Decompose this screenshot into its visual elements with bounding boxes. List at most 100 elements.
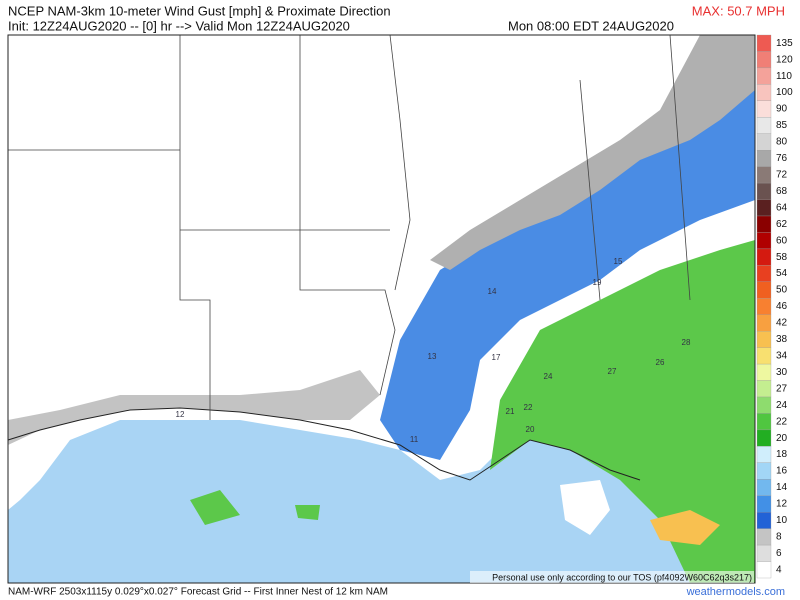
yellow-gust [650,510,720,545]
legend-swatch [756,495,772,513]
gust-label: 11 [410,435,419,444]
legend-label: 64 [776,202,788,213]
legend-swatch [756,544,772,562]
legend-label: 54 [776,268,788,279]
map-labels: 15 19 14 13 17 24 27 26 28 21 22 20 12 11 [176,257,691,444]
coastline [7,407,641,481]
legend-label: 42 [776,318,788,329]
notice: Personal use only according to our TOS (… [492,572,752,582]
legend-label: 24 [776,400,788,411]
gust-label: 19 [593,278,602,287]
legend-label: 30 [776,367,788,378]
legend-swatch [756,182,772,200]
gust-label: 26 [656,358,665,367]
notice-bg [470,571,754,583]
legend-label: 22 [776,416,788,427]
legend-label: 20 [776,433,788,444]
legend-label: 18 [776,449,788,460]
legend-label: 135 [776,38,793,49]
legend-label: 58 [776,252,788,263]
legend-swatch [756,331,772,348]
gust-label: 15 [614,257,623,266]
legend-swatch [756,199,772,217]
legend-swatch [756,84,772,101]
legend-swatch [756,265,772,282]
gust-label: 24 [544,372,553,381]
legend-label: 90 [776,104,788,115]
legend-swatch [756,528,772,546]
legend-swatch [756,232,772,250]
gust-label: 27 [608,367,617,376]
gust-label: 22 [524,403,533,412]
green-patch [190,490,320,525]
legend-label: 80 [776,137,788,148]
legend-label: 50 [776,285,788,296]
legend-swatch [756,166,772,184]
legend-swatch [756,380,772,398]
gust-label: 20 [526,425,535,434]
legend-label: 38 [776,334,788,345]
legend-swatch [756,117,772,134]
legend-label: 16 [776,466,788,477]
legend-swatch [756,479,772,496]
legend-label: 85 [776,120,788,131]
legend-label: 120 [776,54,793,65]
legend-swatch [756,34,772,52]
state-borders [8,34,691,420]
legend-label: 10 [776,515,788,526]
gray-gust-north [430,35,755,270]
green-gust [490,240,755,583]
legend-label: 76 [776,153,788,164]
legend-swatch [756,100,772,118]
legend-swatch [756,133,772,151]
legend-label: 4 [776,564,782,575]
map-frame [7,34,756,584]
legend-swatch [756,363,772,381]
legend-label: 27 [776,383,788,394]
legend-label: 34 [776,351,788,362]
legend-label: 6 [776,548,782,559]
max-gust: MAX: 50.7 MPH [692,3,785,18]
footer-info: NAM-WRF 2503x1115y 0.029°x0.027° Forecas… [8,587,388,598]
legend-swatch [756,446,772,463]
legend-swatch [756,248,772,266]
legend-swatch [756,314,772,332]
gust-label: 14 [488,287,497,296]
init-line: Init: 12Z24AUG2020 -- [0] hr --> Valid M… [8,18,350,33]
gust-label: 21 [506,407,515,416]
valid-time: Mon 08:00 EDT 24AUG2020 [508,18,674,33]
legend-swatch [756,150,772,167]
color-legend: 1351201101009085807672686462605854504642… [756,34,793,579]
legend-label: 110 [776,71,792,82]
legend-swatch [756,281,772,299]
gray-gust [8,370,380,445]
loop-core [560,480,610,535]
title: NCEP NAM-3km 10-meter Wind Gust [mph] & … [8,3,391,18]
legend-label: 12 [776,499,788,510]
legend-swatch [756,298,772,315]
legend-swatch [756,51,772,69]
legend-label: 60 [776,235,788,246]
blue-gust [380,80,755,460]
legend-label: 68 [776,186,788,197]
legend-swatch [756,396,772,414]
legend-label: 14 [776,482,788,493]
legend-label: 8 [776,532,782,543]
legend-label: 46 [776,301,788,312]
gust-label: 17 [492,353,501,362]
gust-label: 13 [428,352,437,361]
gust-label: 28 [682,338,691,347]
legend-label: 72 [776,170,788,181]
legend-swatch [756,215,772,233]
legend-swatch [756,67,772,85]
legend-swatch [756,347,772,365]
map: 15 19 14 13 17 24 27 26 28 21 22 20 12 11 Personal us… [7,34,756,584]
legend-swatch [756,462,772,480]
legend-swatch [756,512,772,529]
gust-label: 12 [176,410,185,419]
legend-swatch [756,413,772,431]
legend-label: 62 [776,219,788,230]
legend-swatch [756,429,772,447]
